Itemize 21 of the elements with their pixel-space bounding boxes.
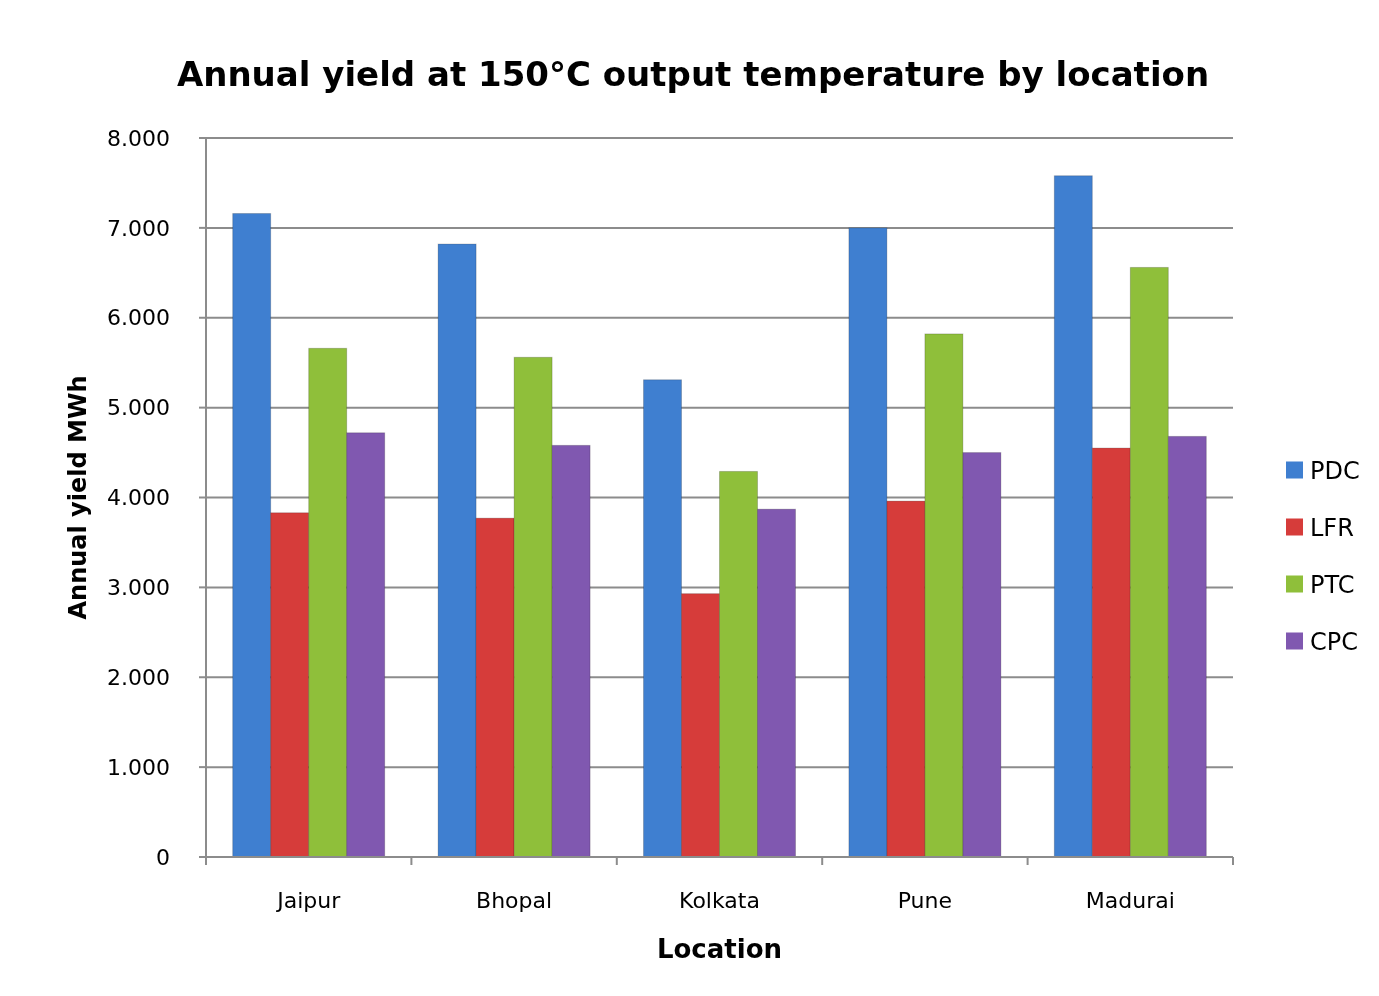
x-axis-title: Location — [656, 934, 783, 964]
y-tick-label: 3.000 — [107, 575, 170, 601]
x-tick-label: Madurai — [1085, 888, 1175, 913]
legend-label: PDC — [1310, 456, 1360, 485]
y-axis-title: Annual yield MWh — [64, 375, 92, 620]
x-tick-label: Jaipur — [275, 888, 342, 913]
y-tick-label: 1.000 — [107, 754, 170, 780]
chart-title: Annual yield at 150°C output temperature by location — [176, 54, 1210, 94]
y-tick-label: 8.000 — [107, 125, 170, 151]
y-tick-label: 7.000 — [107, 215, 170, 241]
x-tick-label: Kolkata — [679, 888, 760, 913]
y-tick-label: 2.000 — [107, 664, 170, 690]
legend-label: LFR — [1310, 513, 1354, 542]
y-tick-label: 4.000 — [107, 485, 170, 511]
x-tick-label: Bhopal — [476, 888, 553, 913]
y-tick-label: 5.000 — [107, 395, 170, 421]
legend-label: PTC — [1310, 570, 1355, 599]
legend-label: CPC — [1310, 627, 1358, 656]
x-tick-label: Pune — [897, 888, 953, 913]
y-tick-label: 6.000 — [107, 305, 170, 331]
y-tick-label: 0 — [156, 844, 170, 870]
